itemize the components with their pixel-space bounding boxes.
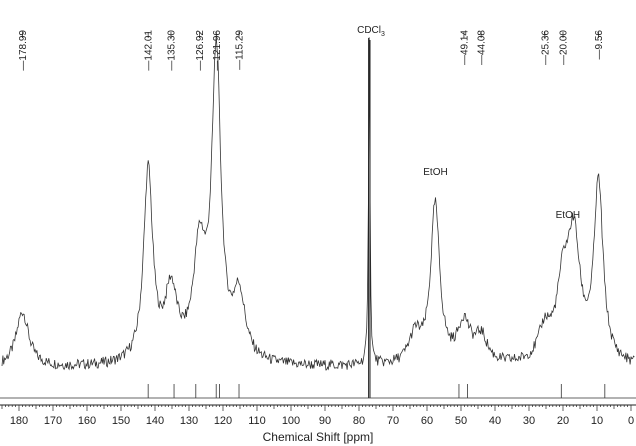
x-tick-label: 10 bbox=[591, 415, 603, 427]
solvent-label: CDCl3 bbox=[357, 25, 385, 38]
x-tick-label: 140 bbox=[146, 415, 164, 427]
x-tick-label: 20 bbox=[557, 415, 569, 427]
x-tick-label: 130 bbox=[180, 415, 198, 427]
annotation-layer: CDCl3 EtOH EtOH bbox=[357, 25, 580, 221]
peak-label: —135.30 bbox=[166, 30, 177, 71]
peak-label: —20.00 bbox=[559, 30, 570, 65]
x-tick-label: 170 bbox=[44, 415, 62, 427]
peak-label-layer: —178.99 —142.01 —135.30 —126.92 —121.96 —115.… bbox=[18, 30, 605, 71]
x-tick-label: 90 bbox=[319, 415, 331, 427]
x-tick-label: 100 bbox=[282, 415, 300, 427]
peak-label: —178.99 bbox=[18, 30, 29, 71]
x-tick-label: 50 bbox=[455, 415, 467, 427]
peak-label: —9.56 bbox=[594, 30, 605, 60]
reference-layer bbox=[0, 384, 636, 399]
solvent-label-base: CDCl bbox=[357, 25, 381, 36]
peak-label: —49.14 bbox=[459, 30, 470, 65]
x-axis: 180 170 160 150 140 130 120 110 100 90 80 70 60 50 40 3… bbox=[0, 404, 636, 427]
x-tick-label: 70 bbox=[387, 415, 399, 427]
spectrum-layer bbox=[1, 36, 635, 398]
peak-label: —142.01 bbox=[144, 30, 155, 71]
x-tick-label: 150 bbox=[112, 415, 130, 427]
solvent-label-sub: 3 bbox=[381, 31, 385, 38]
x-tick-label: 180 bbox=[10, 415, 28, 427]
peak-label: —44.08 bbox=[477, 30, 488, 65]
annotation-etoh: EtOH bbox=[556, 210, 580, 221]
x-tick-label: 60 bbox=[421, 415, 433, 427]
annotation-etoh: EtOH bbox=[423, 167, 447, 178]
x-tick-label: 110 bbox=[248, 415, 266, 427]
x-tick-label: 160 bbox=[78, 415, 96, 427]
x-axis-label: Chemical Shift [ppm] bbox=[263, 430, 374, 444]
spectrum-line bbox=[1, 36, 635, 371]
x-tick-label: 0 bbox=[628, 415, 634, 427]
x-tick-label: 120 bbox=[214, 415, 232, 427]
peak-label: —115.29 bbox=[235, 30, 246, 70]
x-tick-label: 40 bbox=[489, 415, 501, 427]
x-tick-label: 80 bbox=[353, 415, 365, 427]
peak-label: —126.92 bbox=[195, 30, 206, 71]
x-tick-label: 30 bbox=[523, 415, 535, 427]
peak-label: —25.36 bbox=[540, 30, 551, 65]
